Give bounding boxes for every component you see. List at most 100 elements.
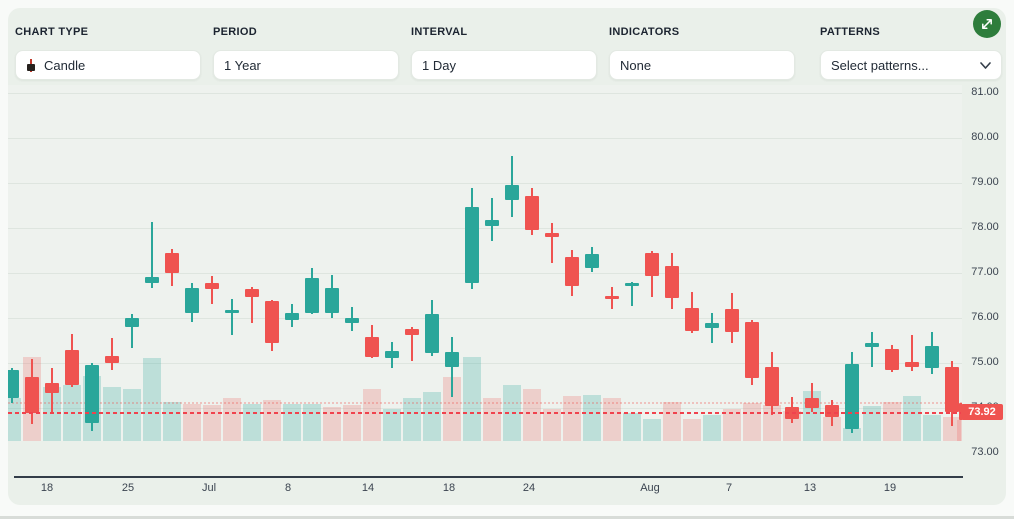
candle-body	[45, 382, 59, 393]
candle-body	[305, 278, 319, 314]
volume-bar	[563, 396, 581, 441]
x-tick-label: 18	[442, 482, 456, 494]
candle-wick	[911, 335, 913, 372]
control-group-period: PERIOD 1 Year	[213, 26, 399, 80]
grid-line	[8, 318, 962, 319]
candle-body	[885, 348, 899, 371]
candle-body	[225, 309, 239, 314]
volume-bar	[463, 357, 481, 441]
candle-body	[365, 336, 379, 357]
volume-bar	[743, 403, 761, 441]
candlestick-icon	[26, 58, 37, 72]
y-tick-label: 75.00	[971, 356, 999, 368]
grid-line	[8, 273, 962, 274]
chart-plot-area[interactable]	[8, 85, 962, 441]
candle-body	[505, 184, 519, 201]
candle-body	[485, 219, 499, 227]
volume-bar	[123, 389, 141, 441]
candle-body	[345, 318, 359, 324]
volume-bar	[223, 398, 241, 441]
candle-body	[65, 349, 79, 385]
volume-bar	[763, 405, 781, 441]
last-price-badge: 73.92	[961, 403, 1003, 420]
x-tick-label: Jul	[201, 482, 217, 494]
volume-bar	[543, 409, 561, 441]
indicators-select[interactable]: None	[609, 50, 795, 80]
y-tick-label: 73.00	[971, 446, 999, 458]
volume-bar	[43, 387, 61, 441]
candle-body	[865, 343, 879, 347]
candle-body	[945, 366, 959, 412]
candle-wick	[871, 332, 873, 367]
volume-bar	[957, 420, 962, 441]
candle-body	[905, 362, 919, 367]
y-tick-label: 78.00	[971, 221, 999, 233]
candle-wick	[151, 221, 153, 289]
candle-body	[8, 370, 19, 399]
grid-line	[8, 183, 962, 184]
interval-value: 1 Day	[422, 57, 456, 73]
candle-body	[585, 254, 599, 268]
chart-type-value: Candle	[44, 57, 86, 73]
volume-bar	[283, 404, 301, 441]
candle-body	[825, 405, 839, 417]
candle-body	[685, 308, 699, 332]
candle-wick	[231, 299, 233, 336]
volume-bar	[643, 419, 661, 441]
candle-wick	[711, 312, 713, 344]
candle-body	[425, 313, 439, 354]
volume-bar	[383, 409, 401, 441]
volume-bar	[823, 417, 841, 441]
x-tick-label: 25	[121, 482, 135, 494]
candle-body	[285, 312, 299, 320]
candle-body	[565, 256, 579, 286]
candle-body	[925, 345, 939, 369]
candle-wick	[111, 337, 113, 371]
candle-body	[605, 296, 619, 300]
volume-bar	[183, 404, 201, 441]
volume-bar	[883, 402, 901, 441]
candle-body	[185, 288, 199, 313]
volume-bar	[163, 402, 181, 441]
y-tick-label: 80.00	[971, 131, 999, 143]
candle-wick	[551, 222, 553, 264]
volume-bar	[723, 409, 741, 441]
chart-type-select[interactable]: Candle	[15, 50, 201, 80]
candle-wick	[211, 275, 213, 304]
candle-body	[725, 309, 739, 332]
patterns-select[interactable]: Select patterns...	[820, 50, 1002, 80]
expand-button[interactable]	[973, 10, 1001, 38]
y-tick-label: 79.00	[971, 176, 999, 188]
candle-body	[645, 253, 659, 276]
volume-bar	[843, 428, 861, 441]
volume-bar	[863, 406, 881, 441]
control-group-interval: INTERVAL 1 Day	[411, 26, 597, 80]
candle-body	[265, 300, 279, 344]
control-group-patterns: PATTERNS Select patterns...	[820, 26, 1002, 80]
period-label: PERIOD	[213, 26, 257, 38]
period-select[interactable]: 1 Year	[213, 50, 399, 80]
y-tick-label: 77.00	[971, 266, 999, 278]
candle-body	[25, 376, 39, 413]
x-tick-label: Aug	[640, 482, 660, 494]
x-tick-label: 19	[883, 482, 897, 494]
candle-wick	[811, 382, 813, 413]
candle-body	[745, 321, 759, 379]
candle-body	[205, 282, 219, 290]
volume-bar	[683, 419, 701, 441]
volume-bar	[423, 392, 441, 441]
candle-body	[545, 233, 559, 237]
volume-bar	[263, 400, 281, 441]
volume-bar	[363, 389, 381, 441]
control-group-chart-type: CHART TYPE Candle	[15, 26, 201, 80]
volume-bar	[8, 398, 21, 441]
volume-bar	[203, 405, 221, 441]
candle-body	[445, 352, 459, 367]
x-tick-label: 8	[284, 482, 292, 494]
interval-select[interactable]: 1 Day	[411, 50, 597, 80]
reference-price-line	[8, 402, 962, 405]
volume-bar	[143, 358, 161, 441]
candle-wick	[251, 286, 253, 323]
expand-arrows-icon	[982, 19, 992, 29]
